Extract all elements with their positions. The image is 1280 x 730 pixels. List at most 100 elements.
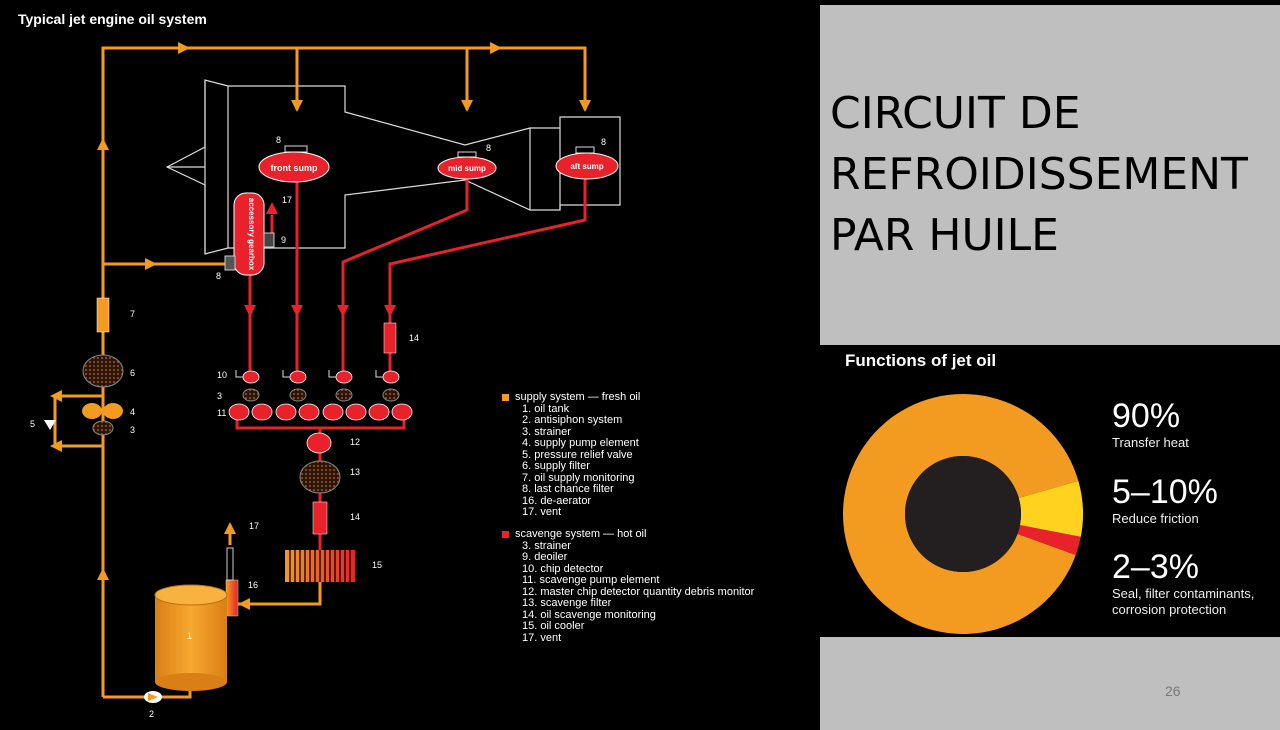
stat-desc: Transfer heat xyxy=(1112,435,1189,450)
svg-text:mid sump: mid sump xyxy=(448,164,486,173)
svg-text:7: 7 xyxy=(130,309,135,319)
legend-item: 11. scavenge pump element xyxy=(522,574,660,586)
svg-text:9: 9 xyxy=(281,235,286,245)
svg-text:front sump: front sump xyxy=(271,163,318,173)
mid-sump: mid sump xyxy=(437,151,497,180)
svg-text:1: 1 xyxy=(187,631,192,641)
donut-slice xyxy=(1018,480,1083,537)
svg-text:2: 2 xyxy=(149,709,154,719)
legend-item: 13. scavenge filter xyxy=(522,597,612,609)
scavenge-arrows xyxy=(244,202,396,317)
callout-numbers: 8 8 8 8 17 9 14 7 6 5 4 3 10 3 11 12 13 … xyxy=(30,135,606,719)
legend-item: 5. pressure relief valve xyxy=(522,448,633,461)
antisiphon-valve xyxy=(144,691,162,703)
oil-cooler xyxy=(285,550,355,582)
supply-pump xyxy=(82,403,123,419)
stat-seal-filter: 2–3% Seal, filter contaminants, corrosio… xyxy=(1112,548,1272,618)
footer-box: 26 xyxy=(820,637,1280,730)
scavenge-filter xyxy=(299,460,341,494)
scavenge-monitor xyxy=(312,501,328,535)
svg-text:15: 15 xyxy=(372,560,382,570)
diagram-title: Typical jet engine oil system xyxy=(18,11,207,27)
scavenge-pump-elements xyxy=(228,403,413,421)
scavenge-swatch xyxy=(502,531,509,539)
functions-title: Functions of jet oil xyxy=(845,351,997,370)
svg-text:3: 3 xyxy=(130,425,135,435)
legend-item: 14. oil scavenge monitoring xyxy=(522,608,656,621)
oil-tank xyxy=(154,584,228,691)
legend-item: 9. deoiler xyxy=(522,551,568,563)
stat-desc: Reduce friction xyxy=(1112,511,1199,526)
svg-text:3: 3 xyxy=(217,391,222,401)
aft-sump: aft sump xyxy=(555,146,619,180)
front-sump: front sump xyxy=(258,145,330,183)
legend-item: 3. strainer xyxy=(522,425,571,438)
svg-text:accessory gearbox: accessory gearbox xyxy=(247,198,256,271)
svg-text:17: 17 xyxy=(249,521,259,531)
legend-item: 6. supply filter xyxy=(522,460,590,472)
scavenge-list: 3. strainer 9. deoiler 10. chip detector 11… xyxy=(502,539,755,645)
svg-text:14: 14 xyxy=(350,512,360,522)
svg-text:10: 10 xyxy=(217,370,227,380)
svg-text:13: 13 xyxy=(350,467,360,477)
svg-text:17: 17 xyxy=(282,195,292,205)
chip-detector-ticks xyxy=(235,370,383,378)
legend-item: 16. de-aerator xyxy=(522,494,592,507)
legend-item: 7. oil supply monitoring xyxy=(522,471,635,484)
page-number: 26 xyxy=(1165,683,1181,699)
de-aerator xyxy=(225,579,239,617)
legend-item: 17. vent xyxy=(522,631,562,644)
legend-supply-title: supply system — fresh oil xyxy=(515,391,641,403)
legend-item: 1. oil tank xyxy=(522,402,570,415)
supply-arrows xyxy=(50,42,591,610)
svg-text:11: 11 xyxy=(217,408,226,418)
legend-item: 10. chip detector xyxy=(522,562,604,575)
stat-transfer-heat: 90% Transfer heat xyxy=(1112,397,1189,451)
svg-text:6: 6 xyxy=(130,368,135,378)
legend-item: 15. oil cooler xyxy=(522,620,585,632)
legend-item: 3. strainer xyxy=(522,539,571,552)
supply-swatch xyxy=(502,394,509,402)
functions-panel: Functions of jet oil 90% Transfer heat 5… xyxy=(820,345,1280,637)
vent-pipe xyxy=(226,547,234,581)
stat-desc: Seal, filter contaminants, corrosion pro… xyxy=(1112,586,1255,617)
legend-item: 2. antisiphon system xyxy=(522,414,623,426)
svg-text:8: 8 xyxy=(486,143,491,153)
pressure-relief-valve xyxy=(44,420,56,430)
accessory-gearbox: accessory gearbox xyxy=(224,192,275,276)
supply-strainer xyxy=(92,420,114,436)
svg-text:14: 14 xyxy=(409,333,419,343)
scavenge-monitor-top xyxy=(383,322,397,354)
svg-text:8: 8 xyxy=(216,271,221,281)
donut-slice xyxy=(1017,525,1081,556)
legend-item: 12. master chip detector quantity debris… xyxy=(522,585,755,598)
chip-detectors xyxy=(242,370,400,384)
master-chip-detector xyxy=(306,432,332,454)
donut-chart xyxy=(843,393,1083,634)
legend-item: 8. last chance filter xyxy=(522,483,614,495)
svg-text:16: 16 xyxy=(248,580,258,590)
legend-scavenge: scavenge system — hot oil 3. strainer 9. … xyxy=(502,528,755,645)
diagram-panel: Typical jet engine oil system xyxy=(18,11,755,719)
stat-pct: 2–3% xyxy=(1112,548,1199,586)
donut-hole xyxy=(905,456,1021,572)
stat-pct: 5–10% xyxy=(1112,473,1218,511)
svg-text:4: 4 xyxy=(130,407,135,417)
oil-system-diagram: Typical jet engine oil system xyxy=(18,11,621,719)
title-box: CIRCUIT DE REFROIDISSEMENT PAR HUILE xyxy=(820,5,1280,345)
slide-title: CIRCUIT DE REFROIDISSEMENT PAR HUILE xyxy=(830,88,1248,261)
scavenge-strainers xyxy=(242,388,400,402)
supply-filter xyxy=(82,354,124,388)
stat-reduce-friction: 5–10% Reduce friction xyxy=(1112,473,1218,527)
svg-text:8: 8 xyxy=(276,135,281,145)
legend-item: 17. vent xyxy=(522,506,562,518)
supply-list: 1. oil tank 2. antisiphon system 3. strain… xyxy=(502,402,640,519)
svg-text:8: 8 xyxy=(601,137,606,147)
donut-slice xyxy=(843,393,1079,634)
oil-supply-monitor xyxy=(96,297,110,333)
stat-pct: 90% xyxy=(1112,397,1181,435)
legend-supply: supply system — fresh oil 1. oil tank 2. … xyxy=(502,391,641,519)
legend-item: 4. supply pump element xyxy=(522,437,639,449)
svg-text:12: 12 xyxy=(350,437,360,447)
svg-text:aft sump: aft sump xyxy=(570,162,603,171)
